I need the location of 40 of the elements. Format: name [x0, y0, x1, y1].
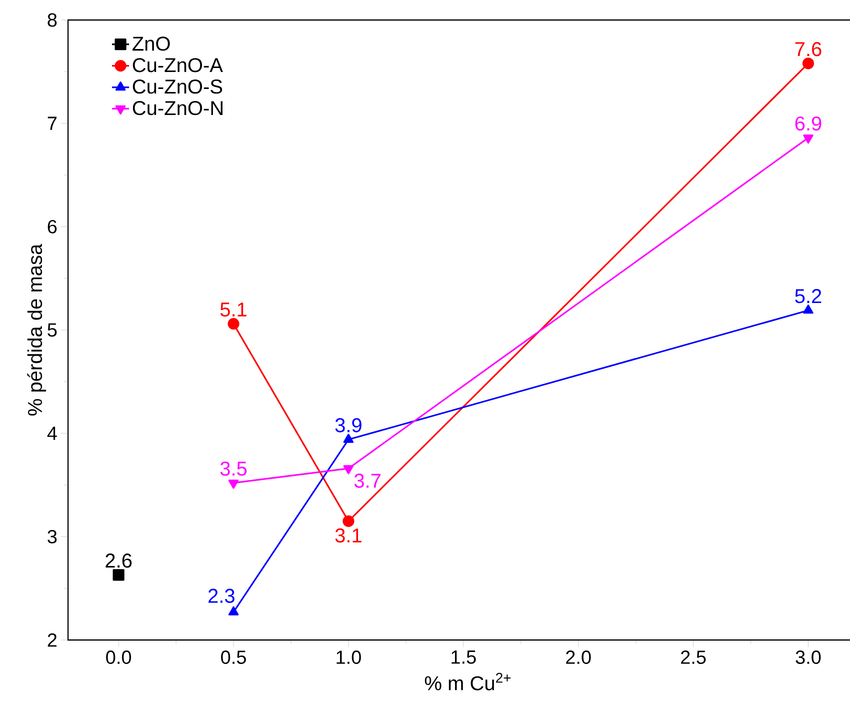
x-axis-title: % m Cu$^{2+}$ — [424, 672, 511, 690]
y-tick-label: 5 — [48, 323, 57, 337]
legend-label: Cu-ZnO-A — [132, 58, 223, 72]
point — [343, 434, 354, 443]
y-tick-label: 8 — [48, 13, 57, 27]
y-tick-label: 4 — [47, 426, 57, 440]
y-axis-title: % pérdida de masa — [27, 244, 46, 416]
y-tick-label: 7 — [48, 116, 57, 130]
point — [803, 134, 814, 144]
x-tick-label: 1.0 — [336, 650, 361, 664]
y-tick-label: 2 — [48, 633, 57, 647]
point — [228, 480, 239, 489]
point — [803, 304, 814, 314]
legend-label: ZnO — [132, 36, 170, 51]
data-label: 2.3 — [208, 588, 234, 603]
x-tick-label: 1.5 — [452, 650, 476, 664]
y-tick-label: 3 — [48, 530, 57, 544]
data-label: 6.9 — [795, 116, 822, 131]
data-label: 7.6 — [795, 42, 822, 56]
data-label: 5.2 — [795, 289, 822, 304]
legend-label: Cu-ZnO-N — [132, 101, 222, 116]
data-label: 3.7 — [354, 474, 380, 488]
point — [802, 58, 814, 70]
x-tick-label: 3.0 — [796, 650, 821, 664]
data-label: 2.6 — [106, 554, 132, 568]
legend-label: Cu-ZnO-S — [132, 80, 222, 94]
data-label: 3.5 — [220, 462, 247, 476]
data-label: 5.1 — [220, 302, 246, 317]
x-tick-label: 0.5 — [221, 650, 246, 664]
x-tick-label: 2.5 — [681, 650, 706, 664]
point — [343, 465, 354, 474]
point — [112, 569, 124, 581]
y-tick-label: 6 — [48, 220, 57, 234]
point — [228, 606, 239, 616]
x-tick-label: 2.0 — [566, 650, 591, 664]
data-label: 3.9 — [335, 418, 362, 432]
point — [228, 318, 240, 330]
data-label: 3.1 — [335, 528, 362, 543]
x-tick-label: 0.0 — [106, 650, 132, 664]
point — [342, 515, 354, 527]
